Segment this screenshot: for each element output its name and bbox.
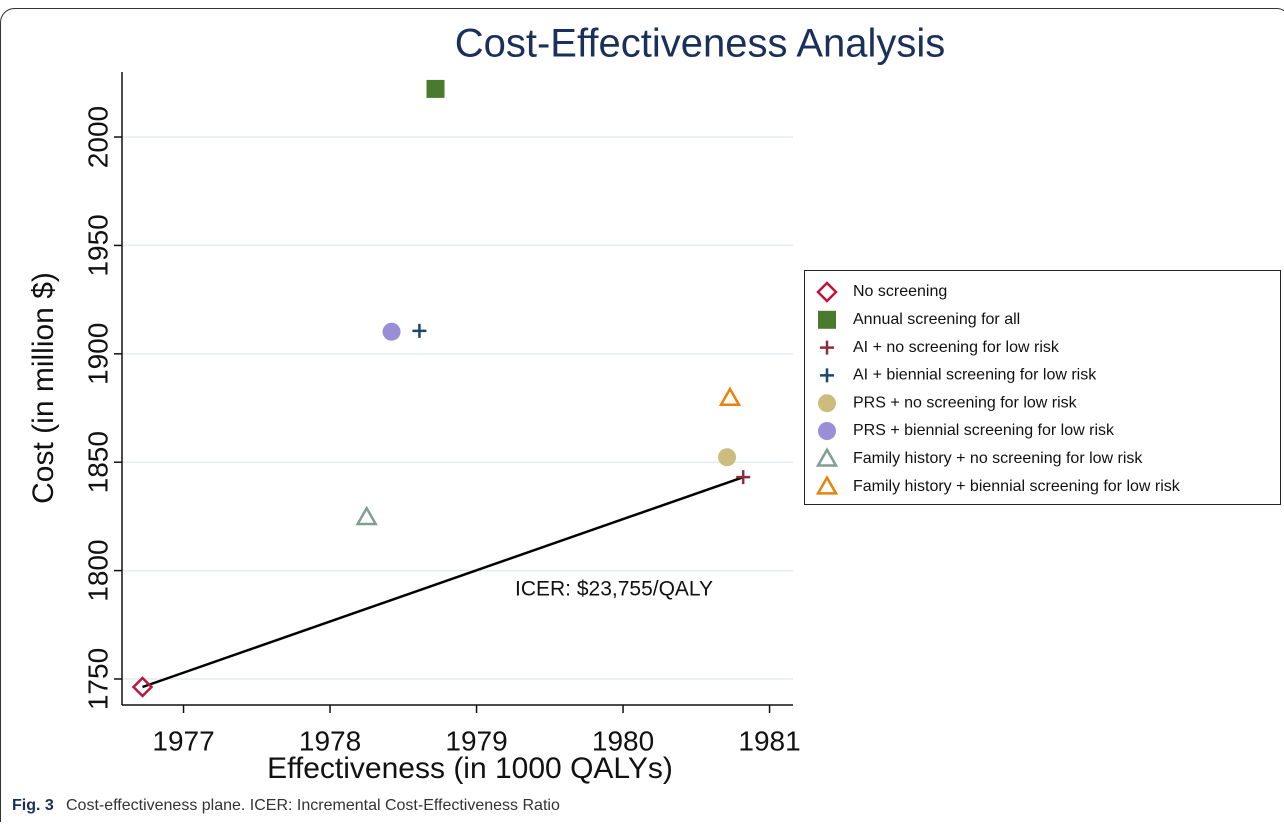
x-tick-label: 1979 (445, 725, 507, 756)
legend-label: Family history + no screening for low ri… (853, 450, 1143, 467)
legend-label: PRS + biennial screening for low risk (853, 422, 1115, 439)
marker (721, 389, 739, 405)
legend-label: AI + biennial screening for low risk (853, 367, 1097, 384)
x-tick-label: 1978 (299, 725, 361, 756)
marker (818, 311, 836, 329)
caption-text: Cost-effectiveness plane. ICER: Incremen… (66, 797, 560, 814)
legend-label: Family history + biennial screening for … (853, 478, 1181, 495)
x-axis-label: Effectiveness (in 1000 QALYs) (267, 752, 673, 785)
marker (412, 324, 426, 338)
marker (427, 80, 445, 98)
x-tick-label: 1980 (592, 725, 654, 756)
y-tick-label: 1950 (82, 214, 113, 276)
marker (358, 508, 376, 524)
legend-label: PRS + no screening for low risk (853, 394, 1078, 411)
chart-title: Cost-Effectiveness Analysis (455, 22, 946, 66)
marker (718, 448, 736, 466)
y-tick-label: 2000 (82, 106, 113, 168)
marker (818, 422, 836, 440)
y-tick-label: 1750 (82, 648, 113, 710)
y-axis-label: Cost (in million $) (27, 272, 60, 504)
y-tick-label: 1800 (82, 539, 113, 601)
legend-label: Annual screening for all (853, 311, 1020, 328)
legend-box (805, 271, 1281, 505)
marker (736, 470, 750, 484)
caption-label: Fig. 3 (12, 797, 54, 814)
y-tick-label: 1900 (82, 323, 113, 385)
legend-label: No screening (853, 283, 947, 300)
x-tick-label: 1977 (152, 725, 214, 756)
marker (383, 323, 401, 341)
marker (818, 394, 836, 412)
legend-label: AI + no screening for low risk (853, 339, 1060, 356)
x-tick-label: 1981 (738, 725, 800, 756)
annotation: ICER: $23,755/QALY (515, 578, 713, 601)
y-tick-label: 1850 (82, 431, 113, 493)
